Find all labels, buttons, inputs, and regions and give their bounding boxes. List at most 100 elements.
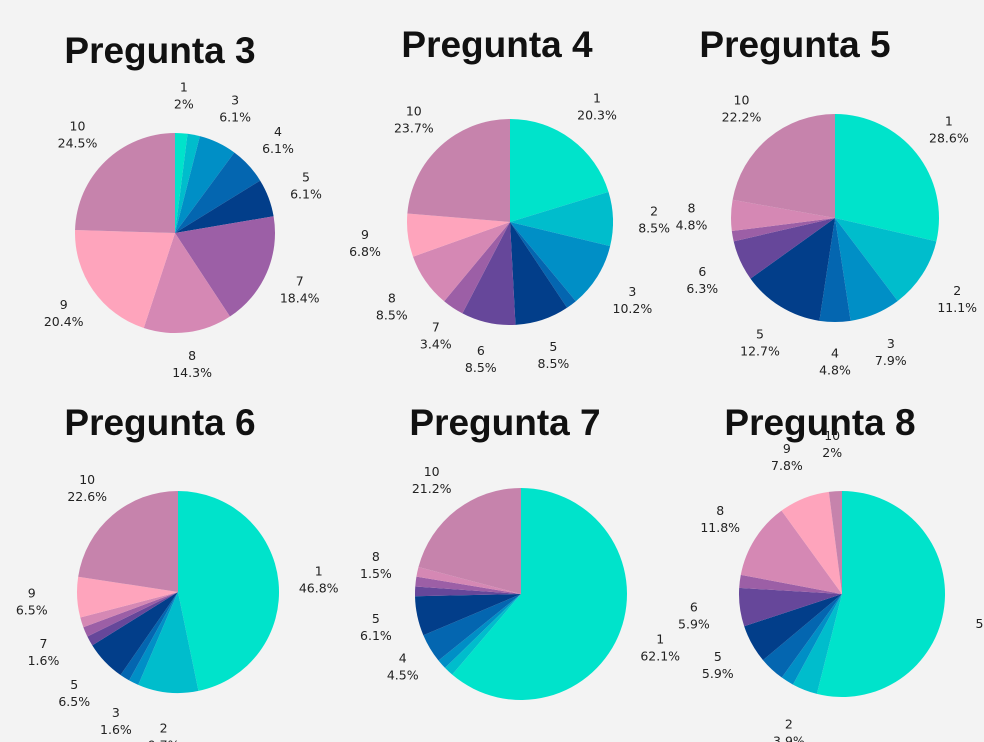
pie-slice [444, 222, 510, 314]
slice-percent-label: 8.5% [465, 360, 497, 375]
slice-category-label: 5 [70, 677, 78, 692]
slice-percent-label: 5.9% [678, 616, 710, 631]
slice-category-label: 9 [361, 227, 369, 242]
slice-category-label: 1 [593, 90, 601, 105]
pie-slice [80, 592, 178, 628]
pie-slice [452, 488, 627, 700]
slice-percent-label: 5.9% [702, 666, 734, 681]
slice-category-label: 8 [688, 200, 696, 215]
slice-percent-label: 8.5% [376, 308, 408, 323]
slice-percent-label: 22.2% [722, 109, 762, 124]
pie-slice [175, 216, 276, 317]
pie-slice [175, 180, 274, 233]
slice-category-label: 6 [690, 599, 698, 614]
pie-slice [510, 119, 609, 222]
chart-title: Pregunta 8 [724, 402, 916, 443]
slice-percent-label: 2% [822, 445, 842, 460]
slice-percent-label: 23.7% [394, 120, 434, 135]
pie-slice [423, 594, 521, 661]
slice-category-label: 10 [824, 428, 840, 443]
pie-slice [828, 491, 842, 594]
pie-slice [120, 592, 178, 681]
slice-percent-label: 52.9% [975, 616, 984, 631]
slice-category-label: 3 [887, 336, 895, 351]
pie-slice [416, 567, 521, 594]
pie-slice [143, 233, 230, 334]
slice-percent-label: 28.6% [929, 130, 969, 145]
slice-percent-label: 20.4% [44, 314, 84, 329]
slice-category-label: 8 [388, 291, 396, 306]
slice-percent-label: 11.1% [937, 300, 977, 315]
pie-slice [819, 218, 851, 322]
slice-percent-label: 18.4% [280, 290, 320, 305]
slice-category-label: 3 [231, 93, 239, 108]
slice-percent-label: 6.5% [16, 603, 48, 618]
chart-title: Pregunta 4 [401, 24, 593, 65]
slice-category-label: 4 [831, 345, 839, 360]
slice-percent-label: 6.1% [290, 187, 322, 202]
slice-percent-label: 6.8% [349, 244, 381, 259]
slice-percent-label: 1.6% [28, 653, 60, 668]
pie-slice [445, 594, 521, 675]
pie-slice [83, 592, 178, 637]
slice-percent-label: 8.5% [638, 221, 670, 236]
slice-percent-label: 24.5% [58, 136, 98, 151]
pie-slice [510, 222, 611, 302]
slice-category-label: 9 [783, 441, 791, 456]
chart-title: Pregunta 6 [64, 402, 256, 443]
pie-slice [750, 218, 835, 321]
slice-percent-label: 1.6% [100, 722, 132, 737]
slice-category-label: 10 [406, 103, 422, 118]
pie-slice [781, 491, 842, 594]
slice-category-label: 1 [180, 79, 188, 94]
slice-category-label: 9 [60, 297, 68, 312]
pie-slice [414, 586, 521, 597]
pie-slice [138, 592, 199, 694]
slice-category-label: 10 [79, 472, 95, 487]
slice-percent-label: 3.4% [420, 337, 452, 352]
pie-slice [462, 222, 516, 325]
slice-percent-label: 6.5% [58, 694, 90, 709]
pie-slice [739, 574, 842, 594]
slice-percent-label: 2% [174, 96, 194, 111]
pie-slice [510, 191, 613, 247]
pie-slice [744, 594, 842, 661]
slice-percent-label: 9.7% [148, 738, 180, 742]
pie-slice [792, 594, 842, 694]
pie-slice [74, 230, 175, 328]
pie-slice [762, 594, 842, 678]
slice-percent-label: 1.5% [360, 566, 392, 581]
pie-slice [407, 119, 510, 222]
slice-percent-label: 6.1% [219, 110, 251, 125]
slice-percent-label: 6.1% [360, 628, 392, 643]
slice-category-label: 5 [756, 326, 764, 341]
pie-slice [75, 132, 175, 233]
pie-slice [175, 136, 235, 233]
chart-title: Pregunta 7 [409, 402, 601, 443]
pie-slice [87, 592, 178, 646]
slice-category-label: 10 [734, 92, 750, 107]
pie-slice [175, 152, 261, 233]
slice-percent-label: 22.6% [67, 489, 107, 504]
pie-slice [175, 133, 188, 233]
pie-slice [740, 510, 842, 594]
slice-percent-label: 6.3% [686, 281, 718, 296]
slice-category-label: 5 [549, 339, 557, 354]
chart-title: Pregunta 5 [699, 24, 891, 65]
slice-category-label: 5 [714, 649, 722, 664]
pie-slice [731, 218, 835, 242]
slice-category-label: 6 [698, 264, 706, 279]
slice-percent-label: 11.8% [700, 520, 740, 535]
slice-category-label: 4 [399, 651, 407, 666]
slice-percent-label: 12.7% [740, 343, 780, 358]
pie-slice [781, 594, 842, 685]
pie-slice [835, 114, 939, 242]
slice-category-label: 5 [372, 611, 380, 626]
pie-slice [835, 218, 898, 321]
pie-slice [129, 592, 178, 685]
slice-category-label: 2 [953, 283, 961, 298]
pie-slice [407, 213, 510, 257]
pie-slice [77, 576, 178, 618]
